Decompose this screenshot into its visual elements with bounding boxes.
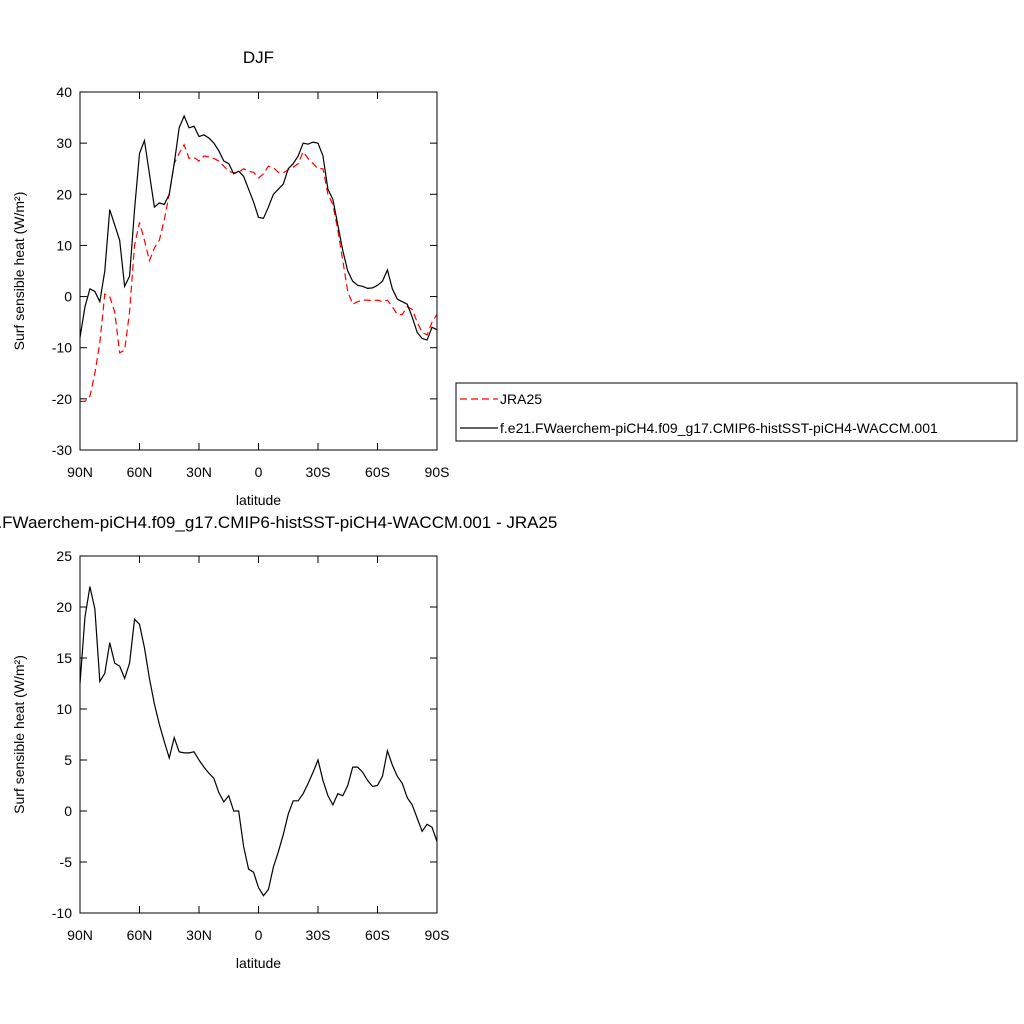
y-tick-label: 30 [56,135,72,151]
y-tick-label: 0 [64,803,72,819]
x-tick-label: 30N [186,927,212,943]
y-tick-label: -5 [60,854,73,870]
x-tick-label: 60S [365,464,390,480]
x-tick-label: 90S [425,464,450,480]
x-tick-label: 30N [186,464,212,480]
x-axis-label: latitude [236,492,281,508]
plot-frame [79,555,438,914]
y-tick-label: 10 [56,701,72,717]
y-tick-label: 20 [56,186,72,202]
plot-frame [79,91,438,451]
x-tick-label: 90N [67,464,93,480]
legend-label: f.e21.FWaerchem-piCH4.f09_g17.CMIP6-hist… [500,420,938,436]
y-tick-label: 15 [56,650,72,666]
y-tick-label: -20 [52,391,72,407]
x-tick-label: 90S [425,927,450,943]
data-line [79,586,438,897]
x-axis-label: latitude [236,955,281,971]
x-tick-label: 60N [127,927,153,943]
y-tick-label: 20 [56,599,72,615]
y-tick-label: -10 [52,340,72,356]
legend-label: JRA25 [500,391,542,407]
x-tick-label: 90N [67,927,93,943]
chart-title: f.e21.FWaerchem-piCH4.f09_g17.CMIP6-hist… [0,513,557,532]
data-line [79,114,438,341]
y-tick-label: 25 [56,548,72,564]
legend-box [455,382,1018,442]
y-tick-label: 5 [64,752,72,768]
y-tick-label: 0 [64,289,72,305]
x-tick-label: 30S [306,464,331,480]
chart-title: DJF [243,48,274,67]
y-tick-label: -30 [52,442,72,458]
x-tick-label: 60N [127,464,153,480]
x-tick-label: 0 [255,464,263,480]
data-line [80,143,438,403]
y-tick-label: 40 [56,84,72,100]
y-axis-label: Surf sensible heat (W/m²) [11,655,27,814]
x-tick-label: 0 [255,927,263,943]
y-axis-label: Surf sensible heat (W/m²) [11,192,27,351]
y-tick-label: -10 [52,905,72,921]
x-tick-label: 30S [306,927,331,943]
y-tick-label: 10 [56,237,72,253]
x-tick-label: 60S [365,927,390,943]
